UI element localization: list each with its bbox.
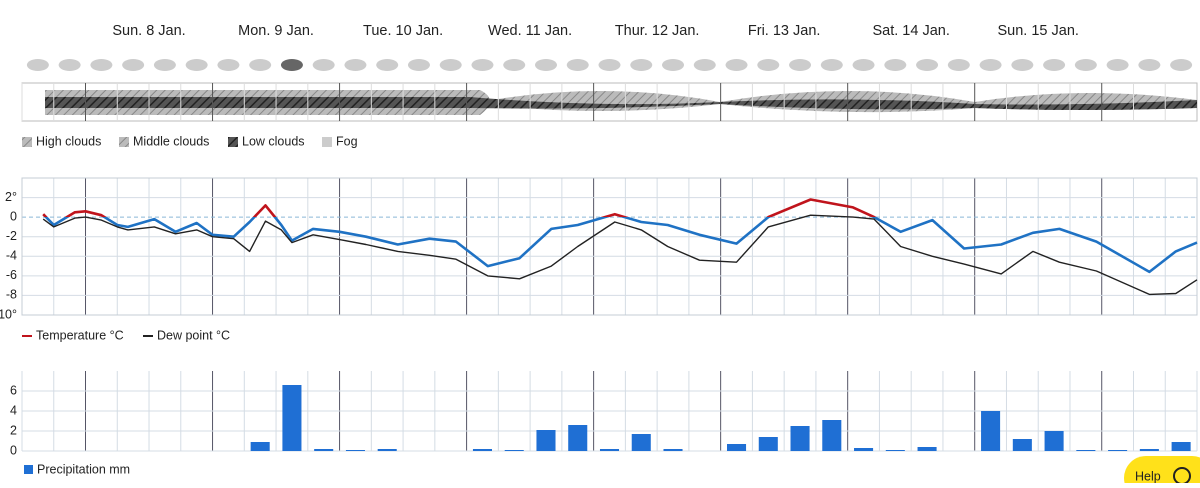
weather-icon [916, 59, 939, 71]
precipitation-bar [822, 420, 842, 451]
y-tick-label: -6 [6, 268, 17, 282]
y-tick-label: -2 [6, 229, 17, 243]
weather-icon [249, 59, 272, 71]
legend-label: Precipitation mm [37, 462, 130, 476]
legend-middle-clouds: Middle clouds [133, 134, 209, 148]
precipitation-bar [536, 430, 556, 451]
legend-high-clouds: High clouds [36, 134, 101, 148]
weather-icon [662, 59, 685, 71]
y-tick-label: -8 [6, 288, 17, 302]
legend-key [24, 465, 33, 474]
weather-icon [947, 59, 970, 71]
weather-icon [376, 59, 399, 71]
y-tick-label: 4 [10, 403, 17, 417]
precipitation-bar [282, 385, 302, 451]
precipitation-bar [1044, 431, 1064, 451]
weather-icon [566, 59, 589, 71]
weather-icon [471, 59, 494, 71]
weather-icon [344, 59, 367, 71]
weather-icon [312, 59, 335, 71]
day-label: Sun. 8 Jan. [112, 23, 185, 39]
legend-low-clouds: Low clouds [242, 134, 305, 148]
legend-fog: Fog [336, 134, 358, 148]
precipitation-bar [917, 447, 937, 451]
weather-icon [90, 59, 113, 71]
plot-frame [21, 177, 1198, 316]
day-label: Wed. 11 Jan. [488, 23, 572, 39]
weather-icon [757, 59, 780, 71]
precipitation-bar [568, 425, 588, 451]
precipitation-bar [599, 449, 620, 451]
day-label: Tue. 10 Jan. [363, 23, 443, 39]
weather-icon [1043, 59, 1066, 71]
weather-icon [630, 59, 653, 71]
precipitation-bar [345, 450, 365, 451]
legend-label: Temperature °C [36, 328, 124, 342]
y-tick-label: 2° [5, 190, 17, 204]
precipitation-bar [1108, 450, 1128, 451]
weather-icon [185, 59, 208, 71]
temperature-line [42, 198, 1198, 274]
weather-icon [280, 59, 303, 71]
weather-icon [1170, 59, 1193, 71]
weather-icon [1011, 59, 1034, 71]
weather-icon [725, 59, 748, 71]
help-label[interactable]: Help [1135, 469, 1161, 483]
weather-icon [217, 59, 240, 71]
y-tick-label: 0 [10, 209, 17, 223]
weather-icon [122, 59, 145, 71]
precipitation-bar [504, 450, 524, 451]
day-label: Mon. 9 Jan. [238, 23, 314, 39]
y-tick-label: -10° [0, 307, 17, 321]
precipitation-bar [250, 442, 270, 451]
dew-point-line [42, 214, 1198, 296]
day-label: Sun. 15 Jan. [998, 23, 1079, 39]
weather-icon [26, 59, 49, 71]
weather-icon [439, 59, 462, 71]
weather-icon [1138, 59, 1161, 71]
precipitation-bar [663, 449, 683, 451]
precipitation-bar [1171, 442, 1191, 451]
day-label: Sat. 14 Jan. [872, 23, 949, 39]
weather-icon [693, 59, 716, 71]
precipitation-bar [854, 448, 874, 451]
precipitation-bar [758, 437, 778, 451]
weather-icon [979, 59, 1002, 71]
precipitation-bar [727, 444, 747, 451]
weather-icon [598, 59, 621, 71]
precipitation-bar [472, 449, 492, 451]
precipitation-bar [1076, 450, 1096, 451]
low-clouds [45, 97, 1197, 110]
precipitation-bar [885, 450, 905, 451]
precipitation-bar [377, 449, 397, 451]
help-button[interactable]: Help [1124, 456, 1200, 488]
weather-icon [407, 59, 430, 71]
precipitation-bar [981, 411, 1001, 451]
weather-icon [534, 59, 557, 71]
y-tick-label: 0 [10, 443, 17, 457]
precipitation-bar [1139, 449, 1159, 451]
weather-icon [153, 59, 176, 71]
day-label: Thur. 12 Jan. [615, 23, 700, 39]
weather-icon [820, 59, 843, 71]
precipitation-bar [314, 449, 334, 451]
y-tick-label: -4 [6, 249, 17, 263]
y-tick-label: 6 [10, 383, 17, 397]
cloud-band [21, 82, 1198, 122]
weather-icon [852, 59, 875, 71]
day-label: Fri. 13 Jan. [748, 23, 821, 39]
weather-icon [503, 59, 526, 71]
legend-label: Dew point °C [157, 328, 230, 342]
precipitation-bar [1012, 439, 1032, 451]
y-tick-label: 2 [10, 423, 17, 437]
precipitation-bar [631, 434, 651, 451]
weather-icon [884, 59, 907, 71]
weather-icon [789, 59, 812, 71]
weather-icon [58, 59, 81, 71]
precipitation-bar [790, 426, 810, 451]
cloud-legend-keys [22, 137, 332, 147]
weather-icon [1074, 59, 1097, 71]
weather-icon [1106, 59, 1129, 71]
